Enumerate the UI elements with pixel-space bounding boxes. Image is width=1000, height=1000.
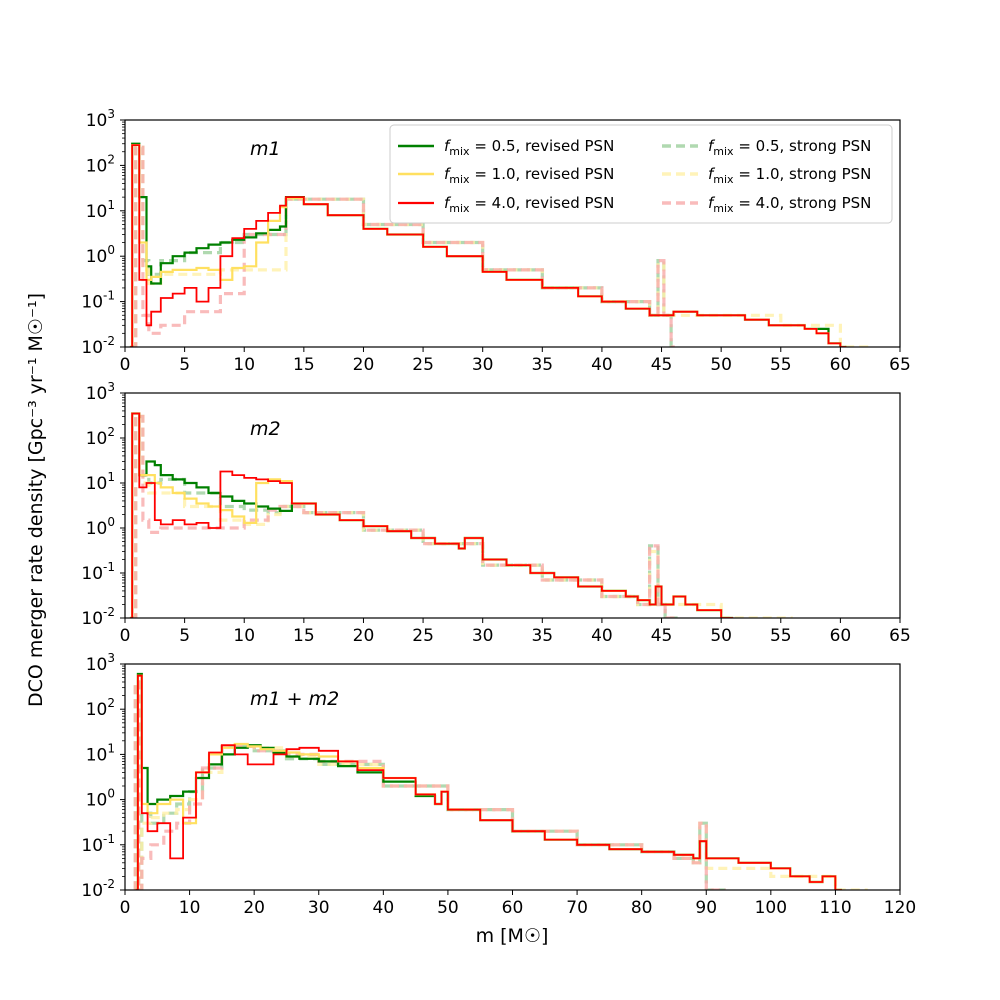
x-tick-label: 55 [770,626,792,646]
y-tick-label: 10-2 [81,334,115,358]
legend-box [389,124,893,224]
x-tick-label: 35 [531,626,553,646]
panel-label: m1 + m2 [250,688,339,710]
legend-label: fmix = 4.0, strong PSN [708,194,871,215]
y-tick-label: 10-2 [81,605,115,629]
x-tick-label: 50 [710,626,732,646]
x-tick-label: 30 [472,355,494,375]
x-tick-label: 30 [308,898,330,918]
x-tick-label: 15 [293,355,315,375]
legend-label: fmix = 4.0, revised PSN [444,194,614,215]
x-tick-label: 10 [233,626,255,646]
x-tick-label: 60 [502,898,524,918]
y-tick-label: 103 [86,107,115,131]
y-tick-label: 100 [86,243,115,267]
y-tick-label: 102 [86,696,115,720]
x-tick-label: 40 [373,898,395,918]
x-tick-label: 10 [179,898,201,918]
y-tick-label: 10-1 [81,832,115,856]
x-tick-label: 10 [233,355,255,375]
series-line [129,412,734,618]
x-tick-label: 0 [120,626,131,646]
x-tick-label: 45 [651,626,673,646]
y-tick-label: 101 [86,470,115,494]
y-tick-label: 101 [86,198,115,222]
x-tick-label: 30 [472,626,494,646]
x-tick-label: 35 [531,355,553,375]
x-tick-label: 65 [889,355,911,375]
series-group [129,142,871,347]
panels: 0 5 10 15 20 25 30 35 40 45 50 55 60 6510-210-1100101… [81,107,916,918]
x-tick-label: 0 [120,355,131,375]
axes-frame [124,392,901,619]
axes-frame [124,119,901,348]
panel-2: 0 5 10 15 20 25 30 35 40 45 50 55 60 65 10-2 10-1 100 101… [81,380,910,646]
x-axis-label: m [M☉] [476,925,549,947]
x-tick-label: 90 [695,898,717,918]
x-tick-label: 55 [770,355,792,375]
series-group [133,672,868,890]
y-tick-label: 102 [86,152,115,176]
x-tick-label: 100 [755,898,787,918]
y-tick-label: 10-1 [81,289,115,313]
series-line [135,674,842,890]
legend-label: fmix = 1.0, strong PSN [708,165,871,186]
legend-label: fmix = 0.5, strong PSN [708,137,871,158]
y-axis-label: DCO merger rate density [Gpc⁻³ yr⁻¹ M☉⁻¹… [25,293,47,707]
x-tick-label: 40 [591,626,613,646]
x-tick-label: 50 [437,898,459,918]
series-group [129,412,793,618]
y-tick-label: 103 [86,651,115,675]
x-tick-label: 20 [353,626,375,646]
axes-frame [124,663,901,891]
x-tick-label: 60 [830,355,852,375]
x-tick-label: 80 [631,898,653,918]
series-line [133,680,868,890]
y-tick-label: 10-2 [81,877,115,901]
series-line [129,414,793,618]
x-tick-label: 5 [179,626,190,646]
y-tick-label: 101 [86,741,115,765]
legend-label: fmix = 0.5, revised PSN [444,137,614,158]
x-tick-label: 40 [591,355,613,375]
panel-label: m1 [250,138,281,160]
x-tick-label: 25 [412,626,434,646]
x-tick-label: 70 [566,898,588,918]
x-tick-label: 120 [884,898,916,918]
x-tick-label: 20 [353,355,375,375]
y-tick-label: 100 [86,515,115,539]
y-tick-label: 100 [86,787,115,811]
x-tick-label: 45 [651,355,673,375]
series-line [130,144,847,347]
series-line [130,412,734,618]
panel-3: 0 10 20 30 40 50 60 70 80 90 100 110 120 10-2 10-1 100 1… [81,651,916,918]
y-tick-label: 102 [86,425,115,449]
series-line [133,680,726,890]
y-tick-label: 103 [86,380,115,404]
x-tick-label: 5 [179,355,190,375]
x-tick-label: 15 [293,626,315,646]
series-line [133,680,726,890]
x-tick-label: 50 [710,355,732,375]
x-tick-label: 65 [889,626,911,646]
series-line [129,414,678,618]
x-tick-label: 110 [819,898,851,918]
panel-label: m2 [250,418,281,440]
x-tick-label: 60 [830,626,852,646]
x-tick-label: 25 [412,355,434,375]
x-tick-label: 20 [243,898,265,918]
x-tick-label: 0 [120,898,131,918]
y-tick-label: 10-1 [81,560,115,584]
legend-label: fmix = 1.0, revised PSN [444,165,614,186]
series-line [129,412,734,618]
legend: fmix = 0.5, revised PSN fmix = 1.0, revis… [389,124,893,224]
series-line [129,414,678,618]
